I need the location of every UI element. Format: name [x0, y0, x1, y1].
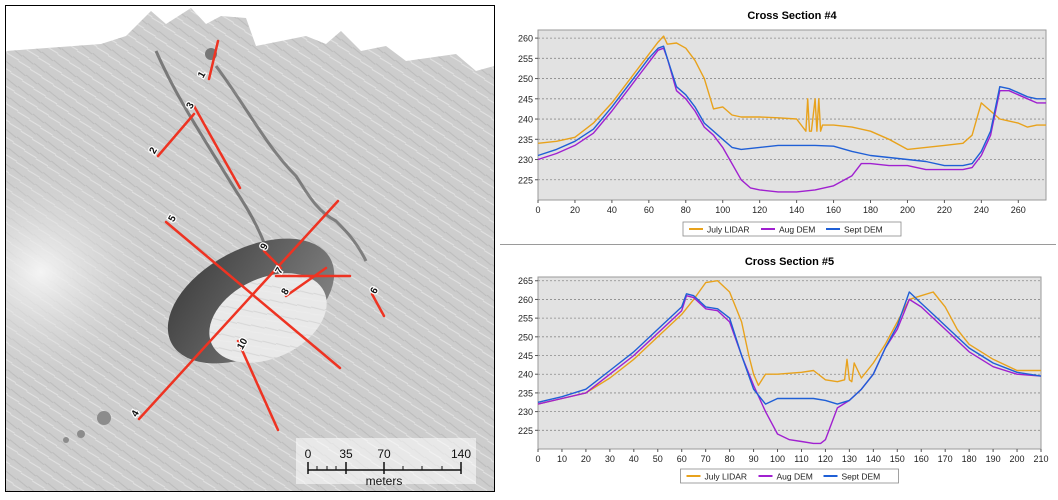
cross-section-4-chart: Cross Section #4 225 230 235 240 245 250 255 260… [496, 0, 1056, 243]
c2-xtick-160: 160 [914, 454, 929, 464]
c2-legend-label-1: Aug DEM [777, 472, 813, 482]
c2-ytick-260: 260 [518, 295, 533, 305]
section-line-5 [164, 220, 342, 370]
terrain-map: 1 2 3 4 5 6 7 8 9 10 0 35 70 [5, 5, 495, 492]
c2-legend-label-2: Sept DEM [842, 472, 881, 482]
cross-section-5-chart: Cross Section #5 225 230 235 240 245 250 255 260… [496, 247, 1056, 495]
c2-xtick-30: 30 [605, 454, 615, 464]
scale-tick-140: 140 [451, 447, 471, 461]
c1-ytick-230: 230 [518, 155, 533, 165]
c1-series-july-lidar [537, 35, 1046, 151]
c2-xtick-210: 210 [1033, 454, 1048, 464]
c1-series-sept-dem [537, 45, 1046, 167]
c2-ytick-225: 225 [518, 426, 533, 436]
c2-xtick-120: 120 [818, 454, 833, 464]
c1-ytick-225: 225 [518, 175, 533, 185]
section-line-4 [137, 199, 340, 421]
c2-plot-area [537, 276, 1042, 450]
c1-xtick-80: 80 [681, 205, 691, 215]
c2-xtick-200: 200 [1010, 454, 1025, 464]
c2-ytick-265: 265 [518, 276, 533, 286]
map-svg: 1 2 3 4 5 6 7 8 9 10 0 35 70 [6, 6, 494, 491]
c1-legend-label-1: Aug DEM [779, 225, 815, 235]
section-line-3 [192, 104, 242, 190]
section-line-9 [262, 249, 283, 270]
c2-xtick-100: 100 [770, 454, 785, 464]
c2-xtick-130: 130 [842, 454, 857, 464]
cross-section-lines [137, 39, 386, 432]
c2-xtick-110: 110 [794, 454, 808, 464]
section-line-8 [284, 266, 328, 298]
c1-xtick-180: 180 [863, 205, 878, 215]
c1-xtick-200: 200 [900, 205, 915, 215]
chart-divider [500, 244, 1056, 245]
c1-xtick-100: 100 [715, 205, 730, 215]
c1-xtick-120: 120 [752, 205, 767, 215]
section-line-1 [207, 39, 220, 81]
c2-series-july-lidar [537, 280, 1041, 405]
c2-ytick-230: 230 [518, 407, 533, 417]
c1-xtick-260: 260 [1011, 205, 1026, 215]
scale-tick-0: 0 [305, 447, 312, 461]
scale-tick-70: 70 [377, 447, 391, 461]
c1-xtick-60: 60 [644, 205, 654, 215]
c1-xtick-240: 240 [974, 205, 989, 215]
c2-ytick-235: 235 [518, 388, 533, 398]
c2-xtick-90: 90 [749, 454, 759, 464]
c1-series-aug-dem [537, 47, 1046, 193]
chart-svg-1: Cross Section #4 225 230 235 240 245 250 255 260… [518, 10, 1047, 237]
c2-xtick-50: 50 [653, 454, 663, 464]
c1-xtick-40: 40 [607, 205, 617, 215]
c2-xtick-10: 10 [557, 454, 567, 464]
c2-xtick-20: 20 [581, 454, 591, 464]
c2-series-sept-dem [537, 291, 1042, 405]
c2-legend [680, 468, 899, 484]
c1-plot-area [537, 29, 1047, 201]
c1-ytick-245: 245 [518, 94, 533, 104]
section-line-10 [236, 339, 280, 432]
c2-series-aug-dem [537, 295, 1042, 445]
c1-legend [682, 221, 902, 237]
c1-title: Cross Section #4 [747, 10, 837, 22]
c2-legend-label-0: July LIDAR [705, 472, 748, 482]
c2-xtick-180: 180 [962, 454, 977, 464]
c2-xtick-170: 170 [938, 454, 953, 464]
c2-ytick-250: 250 [518, 332, 533, 342]
c2-xtick-190: 190 [986, 454, 1001, 464]
c2-title: Cross Section #5 [745, 256, 834, 268]
c1-legend-label-0: July LIDAR [707, 225, 750, 235]
c2-xtick-70: 70 [701, 454, 711, 464]
c2-xtick-140: 140 [866, 454, 881, 464]
section-line-6 [370, 292, 386, 318]
scale-unit-label: meters [366, 474, 403, 488]
c2-xtick-0: 0 [535, 454, 540, 464]
c1-xtick-140: 140 [789, 205, 804, 215]
c2-ytick-240: 240 [518, 370, 533, 380]
c1-ytick-255: 255 [518, 54, 533, 64]
c2-xtick-40: 40 [629, 454, 639, 464]
c2-ytick-245: 245 [518, 351, 533, 361]
c1-xtick-220: 220 [937, 205, 952, 215]
c1-legend-label-2: Sept DEM [844, 225, 883, 235]
c1-ytick-235: 235 [518, 135, 533, 145]
c1-ytick-260: 260 [518, 34, 533, 44]
c1-xtick-0: 0 [535, 205, 540, 215]
scale-tick-35: 35 [339, 447, 353, 461]
c2-xtick-150: 150 [890, 454, 905, 464]
c2-ytick-255: 255 [518, 314, 533, 324]
c1-ytick-250: 250 [518, 74, 533, 84]
scale-bar: 0 35 70 140 meters [296, 438, 476, 488]
section-line-2 [156, 112, 196, 158]
c1-ytick-240: 240 [518, 115, 533, 125]
c2-xtick-80: 80 [725, 454, 735, 464]
chart-svg-2: Cross Section #5 225 230 235 240 245 250 255 260… [518, 256, 1049, 484]
c1-xtick-20: 20 [570, 205, 580, 215]
c1-xtick-160: 160 [826, 205, 841, 215]
c2-xtick-60: 60 [677, 454, 687, 464]
